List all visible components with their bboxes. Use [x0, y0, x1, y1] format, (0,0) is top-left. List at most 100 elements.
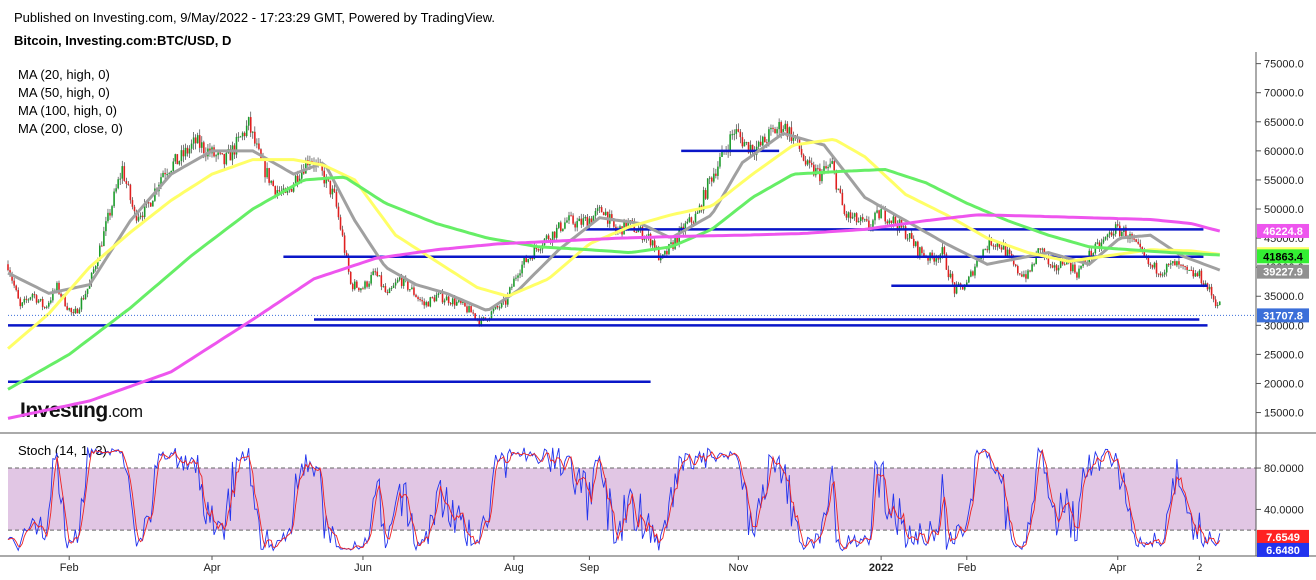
- candle-body: [994, 245, 997, 247]
- candle-body: [131, 200, 134, 207]
- candle-body: [172, 161, 175, 171]
- candle-body: [953, 282, 956, 294]
- candle-body: [802, 154, 805, 161]
- candle-body: [1106, 234, 1109, 238]
- candle-body: [829, 163, 831, 167]
- candle-body: [972, 271, 974, 276]
- candle-body: [1004, 243, 1007, 256]
- candle-body: [343, 235, 346, 253]
- candle-body: [382, 286, 385, 288]
- candle-body: [152, 200, 154, 207]
- candle-body: [1098, 242, 1101, 249]
- candle-body: [1186, 266, 1188, 270]
- candle-body: [1057, 267, 1060, 271]
- candle-body: [617, 229, 619, 233]
- candle-body: [643, 238, 646, 240]
- candles-group: [7, 111, 1221, 327]
- candle-body: [1200, 270, 1203, 284]
- candle-body: [339, 217, 342, 230]
- candle-body: [923, 253, 925, 257]
- y-tick-label: 55000.0: [1264, 175, 1304, 187]
- candle-body: [915, 241, 917, 246]
- candle-body: [396, 279, 399, 283]
- candle-body: [547, 235, 550, 240]
- candle-body: [796, 136, 799, 139]
- candle-body: [72, 312, 75, 314]
- y-tick-label: 35000.0: [1264, 291, 1304, 303]
- published-note: Published on Investing.com, 9/May/2022 -…: [14, 10, 496, 25]
- price-label-bg: [1257, 308, 1309, 323]
- logo-suffix: .com: [107, 402, 143, 421]
- candle-body: [76, 308, 79, 314]
- candle-body: [380, 275, 383, 287]
- candle-body: [600, 207, 603, 213]
- candle-body: [280, 191, 283, 193]
- candle-body: [535, 246, 538, 249]
- candle-body: [1008, 249, 1011, 254]
- candle-body: [1053, 265, 1056, 268]
- candle-body: [419, 299, 421, 301]
- candle-body: [305, 160, 307, 174]
- x-tick-label: Apr: [1109, 562, 1126, 574]
- price-label: 46224.8: [1263, 226, 1303, 238]
- indicator-ma20: MA (20, high, 0): [18, 67, 110, 82]
- candle-body: [1025, 274, 1027, 279]
- candle-body: [517, 275, 519, 278]
- candle-body: [1129, 233, 1131, 239]
- x-tick-label: Jun: [354, 562, 372, 574]
- candle-body: [886, 221, 889, 224]
- stoch-label: Stoch (14, 1, 3): [18, 443, 107, 458]
- candle-body: [698, 205, 701, 213]
- candle-body: [90, 272, 93, 284]
- candle-body: [435, 294, 438, 302]
- candle-body: [937, 258, 940, 260]
- candle-body: [992, 245, 995, 247]
- candle-body: [390, 287, 393, 289]
- candle-body: [664, 250, 666, 255]
- candle-body: [143, 203, 146, 218]
- candle-body: [766, 142, 768, 144]
- candle-body: [278, 190, 281, 192]
- candle-body: [1151, 264, 1154, 268]
- candle-body: [1212, 295, 1215, 300]
- candle-body: [545, 235, 548, 239]
- candle-body: [462, 301, 464, 304]
- candle-body: [1182, 265, 1184, 267]
- candle-body: [713, 173, 715, 182]
- candle-body: [127, 183, 130, 185]
- candle-body: [929, 252, 931, 261]
- candle-body: [1023, 274, 1025, 277]
- candle-body: [621, 226, 623, 235]
- candle-body: [1059, 259, 1062, 268]
- candle-body: [1218, 301, 1221, 306]
- candle-body: [835, 170, 838, 190]
- candle-body: [486, 318, 489, 321]
- candle-body: [223, 153, 226, 165]
- candle-body: [1167, 264, 1170, 266]
- candle-body: [596, 208, 599, 211]
- candle-body: [425, 302, 427, 306]
- candle-body: [60, 293, 62, 297]
- candle-body: [101, 245, 103, 247]
- candle-body: [560, 222, 562, 232]
- candle-body: [629, 220, 631, 222]
- x-tick-label: Aug: [504, 562, 524, 574]
- candle-body: [686, 221, 689, 224]
- candle-body: [819, 168, 821, 182]
- candle-body: [1125, 227, 1127, 238]
- candle-body: [649, 233, 652, 246]
- candle-body: [33, 294, 36, 296]
- candle-body: [855, 213, 858, 223]
- candle-body: [529, 257, 532, 260]
- candle-body: [423, 301, 425, 306]
- candle-body: [786, 123, 789, 137]
- candle-body: [368, 283, 370, 287]
- candle-body: [456, 301, 458, 306]
- candle-body: [894, 216, 897, 225]
- candle-body: [66, 306, 68, 310]
- candle-body: [476, 318, 478, 320]
- candle-body: [190, 143, 193, 149]
- candle-body: [592, 215, 595, 223]
- candle-body: [896, 224, 899, 231]
- candle-body: [647, 233, 650, 237]
